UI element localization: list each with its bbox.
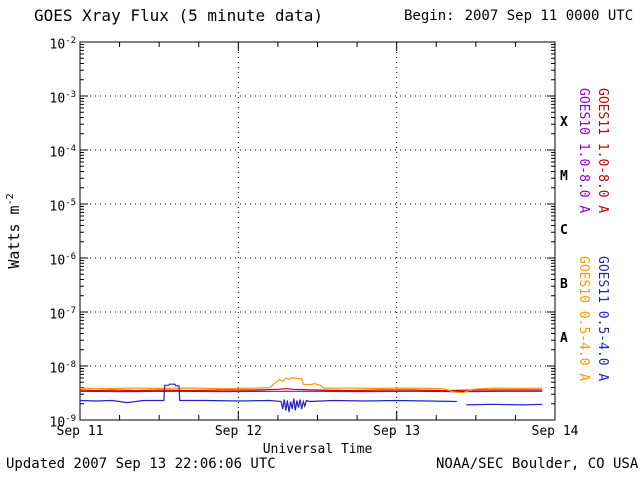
x-tick-label: Sep 14: [531, 424, 579, 439]
flare-class-B: B: [560, 277, 568, 292]
x-tick-label: Sep 12: [214, 424, 262, 439]
x-tick-label: Sep 11: [56, 424, 104, 439]
begin-label: Begin:: [404, 8, 455, 24]
chart-title: GOES Xray Flux (5 minute data): [34, 6, 323, 25]
legend-goes10-long: GOES10 1.0-8.0 A: [576, 88, 591, 214]
y-tick-label: 10-5: [49, 198, 77, 215]
begin-value: 2007 Sep 11 0000 UTC: [464, 8, 634, 24]
flare-class-M: M: [560, 169, 568, 184]
flare-class-X: X: [560, 115, 568, 130]
y-tick-label: 10-9: [49, 414, 77, 431]
flare-class-C: C: [560, 223, 568, 238]
series-goes10-short: [79, 376, 543, 394]
series-goes11-long: [79, 388, 543, 392]
y-tick-label: 10-3: [49, 90, 77, 107]
y-tick-label: 10-2: [49, 36, 77, 53]
y-tick-label: 10-7: [49, 306, 77, 323]
series-goes11-short: [79, 383, 543, 413]
legend-goes11-short: GOES11 0.5-4.0 A: [595, 256, 610, 382]
flare-class-A: A: [560, 331, 568, 346]
legend-goes10-short: GOES10 0.5-4.0 A: [576, 256, 591, 382]
x-axis-label: Universal Time: [262, 442, 373, 457]
begin-time: Begin: 2007 Sep 11 0000 UTC: [404, 8, 633, 24]
y-tick-label: 10-8: [49, 360, 77, 377]
x-tick-label: Sep 13: [373, 424, 421, 439]
updated-timestamp: Updated 2007 Sep 13 22:06:06 UTC: [6, 456, 276, 472]
agency-credit: NOAA/SEC Boulder, CO USA: [436, 456, 639, 472]
y-tick-label: 10-4: [49, 144, 77, 161]
y-tick-label: 10-6: [49, 252, 77, 269]
legend-goes11-long: GOES11 1.0-8.0 A: [595, 88, 610, 214]
